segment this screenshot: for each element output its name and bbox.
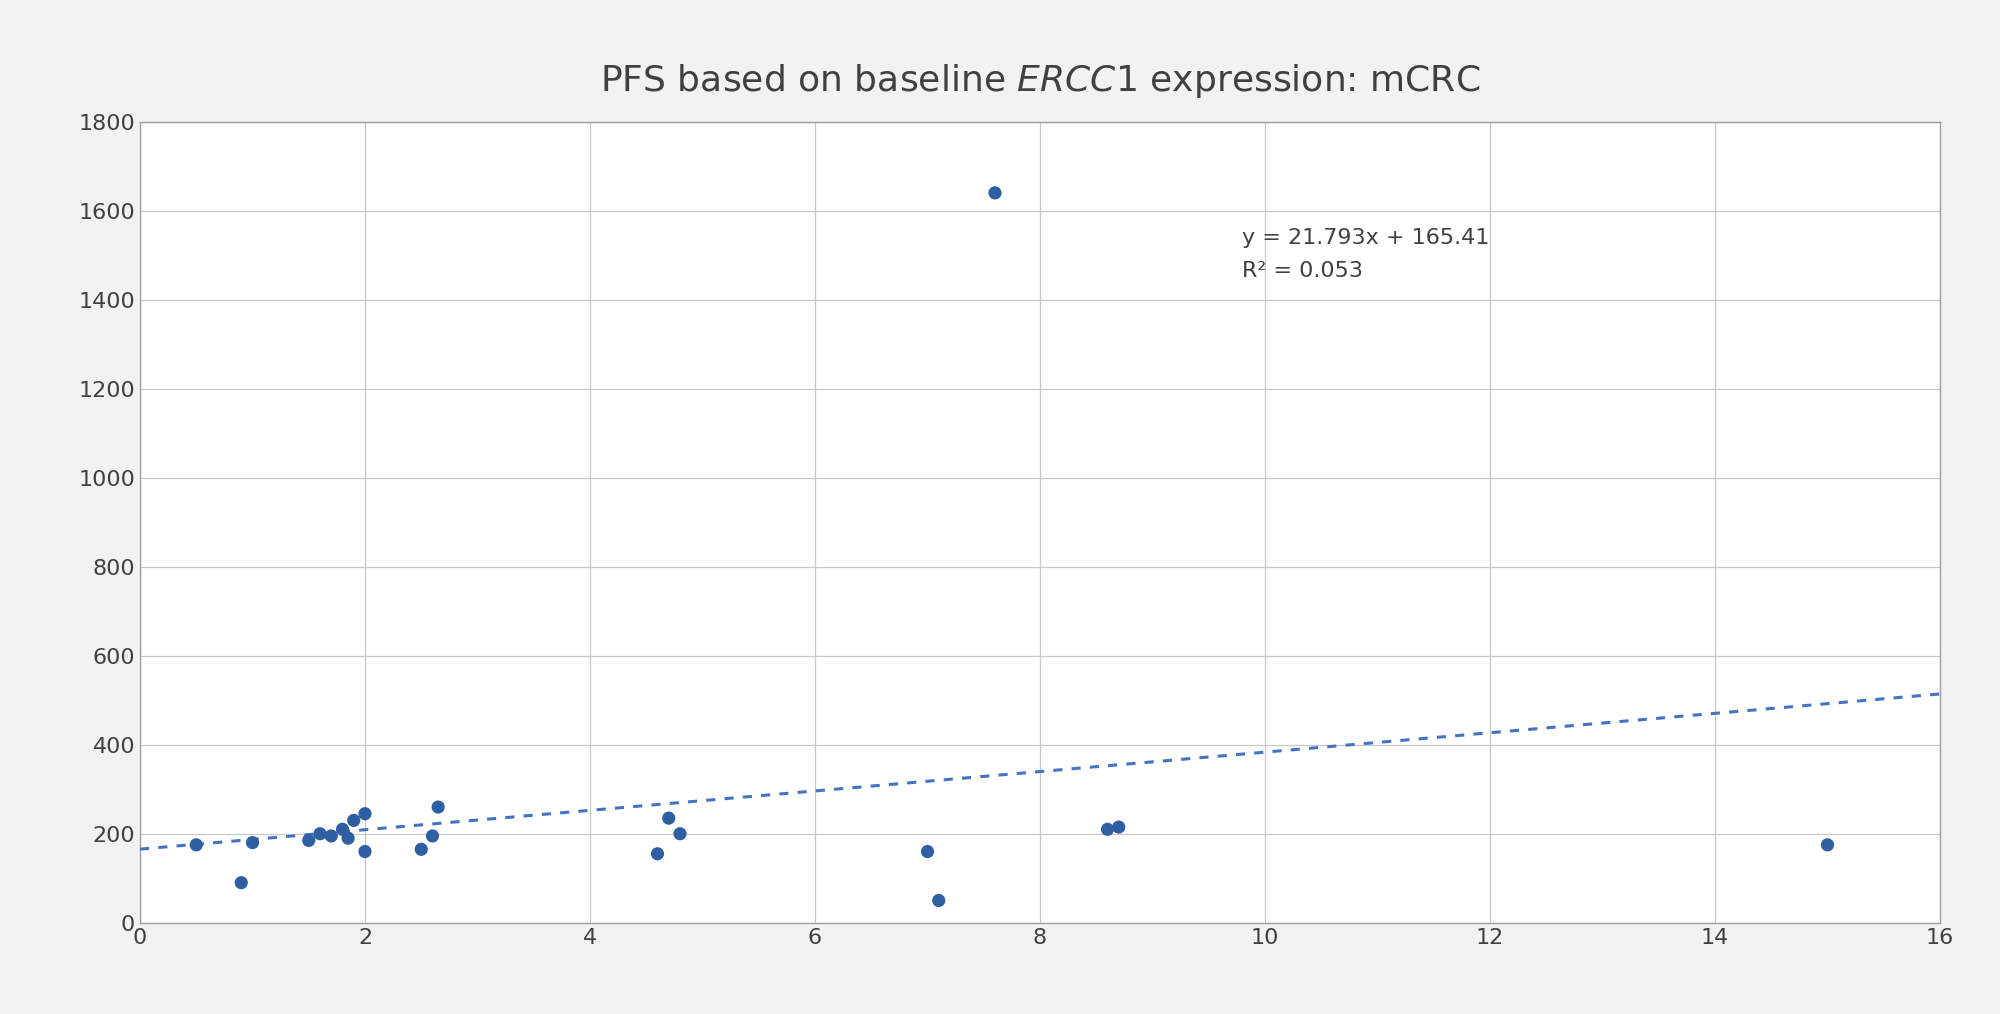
Point (912, 844, 944, 860)
Title: PFS based on baseline $\it{ERCC1}$ expression: mCRC: PFS based on baseline $\it{ERCC1}$ expre… (600, 62, 1480, 100)
Point (180, 837, 212, 853)
Point (326, 821, 358, 838)
Text: y = 21.793x + 165.41
R² = 0.053: y = 21.793x + 165.41 R² = 0.053 (1242, 228, 1490, 281)
Point (1102, 819, 1134, 836)
Point (348, 844, 380, 860)
Point (406, 842, 438, 858)
Point (226, 874, 258, 891)
Point (1812, 837, 1844, 853)
Point (922, 892, 954, 909)
Point (652, 810, 684, 826)
Point (422, 799, 454, 815)
Point (416, 827, 448, 844)
Point (332, 830, 364, 847)
Point (292, 832, 324, 849)
Point (338, 812, 370, 828)
Point (348, 805, 380, 821)
Point (304, 825, 336, 842)
Point (980, 185, 1010, 201)
Point (316, 827, 348, 844)
Point (236, 835, 268, 851)
Point (642, 846, 674, 862)
Point (664, 825, 696, 842)
Point (1092, 821, 1124, 838)
